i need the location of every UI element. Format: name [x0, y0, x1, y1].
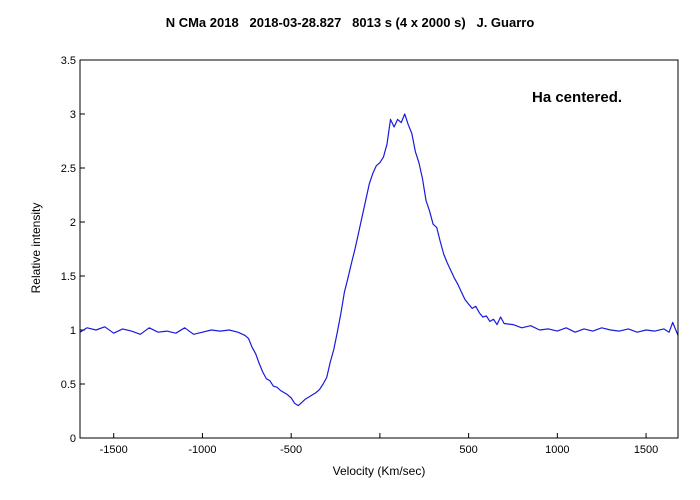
y-tick-label: 2.5 [61, 163, 76, 175]
y-tick-label: 3 [70, 109, 76, 121]
plot-frame [79, 59, 679, 439]
y-axis-label: Relative intensity [29, 203, 43, 294]
x-tick-label: -1000 [188, 444, 216, 456]
x-tick-label: -500 [280, 444, 302, 456]
spectrum-series-line [80, 113, 679, 407]
y-tick-label: 2 [70, 217, 76, 229]
x-axis-label: Velocity (Km/sec) [333, 464, 426, 478]
x-tick-label: 500 [459, 444, 477, 456]
x-tick-label: -1500 [100, 444, 128, 456]
chart-title: N CMa 2018 2018-03-28.827 8013 s (4 x 20… [166, 15, 535, 30]
y-tick-label: 0.5 [61, 379, 76, 391]
y-tick-label: 0 [70, 433, 76, 445]
ticks-layer: -1500 -1000 -500 500 1000 1500 0 0.5 1 1.5 2 2.5 3 3.… [61, 55, 659, 456]
y-tick-label: 3.5 [61, 55, 76, 67]
x-tick-label: 1000 [545, 444, 569, 456]
x-tick-label: 1500 [634, 444, 658, 456]
y-tick-label: 1 [70, 325, 76, 337]
y-tick-label: 1.5 [61, 271, 76, 283]
chart-annotation: Ha centered. [532, 89, 622, 106]
